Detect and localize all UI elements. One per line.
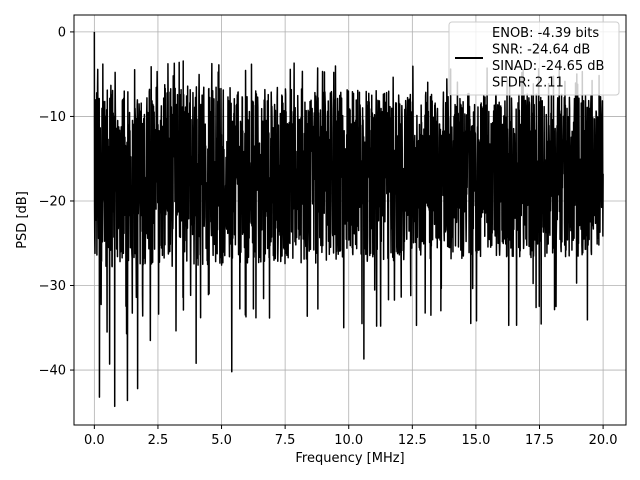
legend: ENOB: -4.39 bits SNR: -24.64 dB SINAD: -… <box>448 21 620 96</box>
y-tick-label: −10 <box>39 110 66 125</box>
x-tick-label: 7.5 <box>275 433 296 448</box>
x-tick-label: 5.0 <box>211 433 232 448</box>
x-axis-label: Frequency [MHz] <box>295 451 404 466</box>
x-tick-label: 12.5 <box>398 433 427 448</box>
legend-box <box>448 21 620 96</box>
y-axis-ticks: 0 −10 −20 −30 −40 <box>39 25 74 379</box>
legend-sfdr-text: SFDR: 2.11 <box>492 76 564 91</box>
y-tick-label: 0 <box>58 25 66 40</box>
legend-sinad-text: SINAD: -24.65 dB <box>492 59 604 74</box>
plot-area <box>93 31 604 408</box>
y-tick-label: −20 <box>39 194 66 209</box>
x-tick-label: 2.5 <box>148 433 169 448</box>
legend-enob-text: ENOB: -4.39 bits <box>492 26 599 41</box>
legend-snr-text: SNR: -24.64 dB <box>492 43 590 58</box>
y-axis-label: PSD [dB] <box>15 191 30 249</box>
x-tick-label: 20.0 <box>589 433 618 448</box>
x-tick-label: 0.0 <box>84 433 105 448</box>
y-tick-label: −30 <box>39 279 66 294</box>
axes-frame <box>73 14 627 426</box>
x-tick-label: 17.5 <box>525 433 554 448</box>
x-tick-label: 15.0 <box>461 433 490 448</box>
x-tick-label: 10.0 <box>334 433 363 448</box>
y-tick-label: −40 <box>39 364 66 379</box>
x-axis-ticks: 0.0 2.5 5.0 7.5 10.0 12.5 15.0 17.5 20.0 <box>84 425 618 448</box>
psd-series-line <box>93 31 604 408</box>
